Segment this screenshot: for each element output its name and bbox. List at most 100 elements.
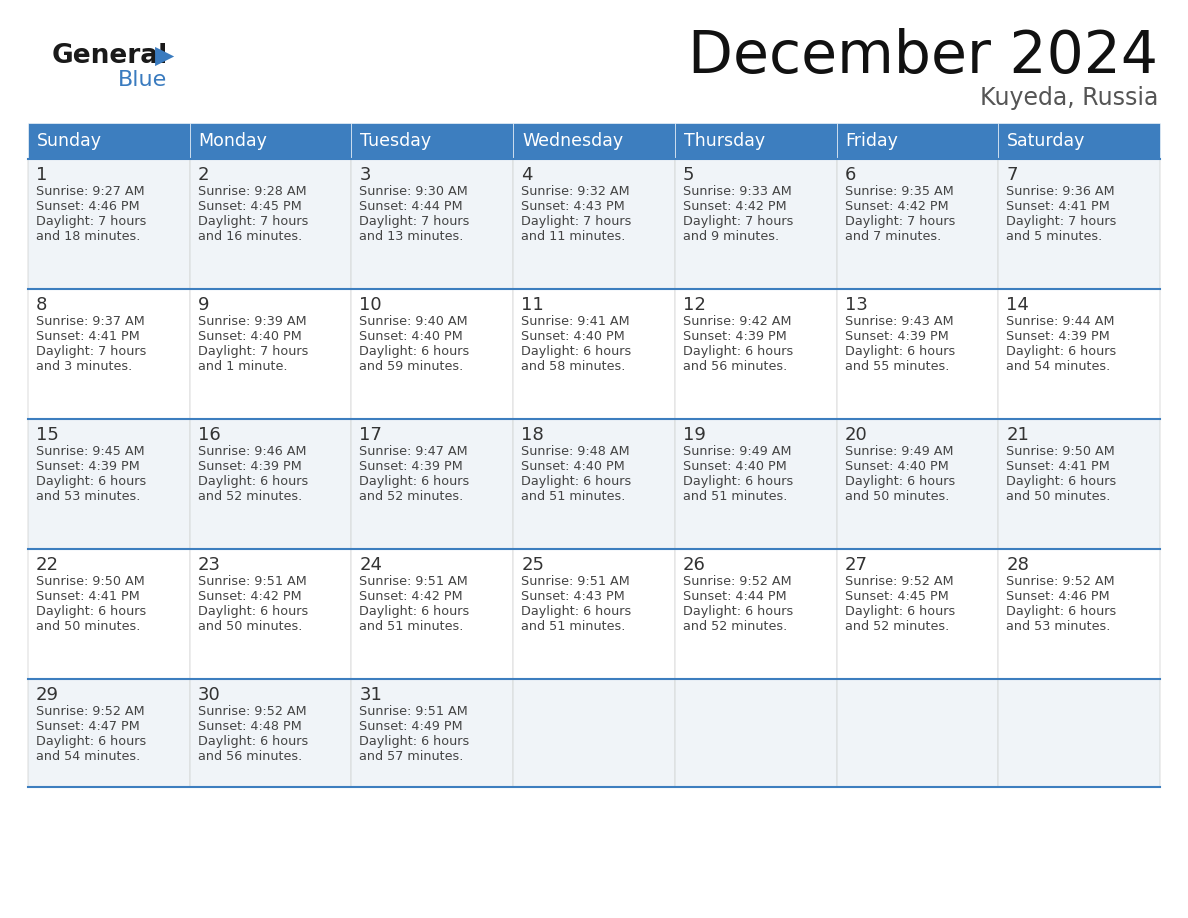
Text: Daylight: 6 hours: Daylight: 6 hours <box>683 475 794 488</box>
Text: 30: 30 <box>197 686 221 704</box>
Text: Sunset: 4:42 PM: Sunset: 4:42 PM <box>683 200 786 213</box>
Text: 20: 20 <box>845 426 867 444</box>
Text: Sunset: 4:41 PM: Sunset: 4:41 PM <box>1006 200 1110 213</box>
Bar <box>513 679 675 787</box>
Bar <box>836 679 998 787</box>
Text: Sunset: 4:46 PM: Sunset: 4:46 PM <box>1006 590 1110 603</box>
Text: Thursday: Thursday <box>684 132 765 150</box>
Text: Sunset: 4:43 PM: Sunset: 4:43 PM <box>522 590 625 603</box>
Text: Sunrise: 9:33 AM: Sunrise: 9:33 AM <box>683 185 791 198</box>
Text: Daylight: 6 hours: Daylight: 6 hours <box>683 345 794 358</box>
Text: Friday: Friday <box>846 132 898 150</box>
Text: 5: 5 <box>683 166 694 184</box>
Text: Sunset: 4:42 PM: Sunset: 4:42 PM <box>360 590 463 603</box>
Text: Sunrise: 9:51 AM: Sunrise: 9:51 AM <box>522 575 630 588</box>
Text: Sunset: 4:39 PM: Sunset: 4:39 PM <box>197 460 302 473</box>
Text: Sunrise: 9:50 AM: Sunrise: 9:50 AM <box>36 575 145 588</box>
Text: Daylight: 7 hours: Daylight: 7 hours <box>197 345 308 358</box>
Text: Daylight: 6 hours: Daylight: 6 hours <box>360 475 469 488</box>
Text: Sunrise: 9:42 AM: Sunrise: 9:42 AM <box>683 315 791 328</box>
Text: Daylight: 6 hours: Daylight: 6 hours <box>360 345 469 358</box>
Text: and 50 minutes.: and 50 minutes. <box>36 620 140 633</box>
Text: Sunset: 4:39 PM: Sunset: 4:39 PM <box>360 460 463 473</box>
Text: Sunset: 4:40 PM: Sunset: 4:40 PM <box>360 330 463 343</box>
Bar <box>29 123 190 159</box>
Text: and 50 minutes.: and 50 minutes. <box>1006 490 1111 503</box>
Bar <box>513 159 675 289</box>
Text: 6: 6 <box>845 166 855 184</box>
Text: 15: 15 <box>36 426 59 444</box>
Text: 1: 1 <box>36 166 48 184</box>
Text: Sunset: 4:43 PM: Sunset: 4:43 PM <box>522 200 625 213</box>
Text: and 1 minute.: and 1 minute. <box>197 360 287 373</box>
Text: Sunrise: 9:47 AM: Sunrise: 9:47 AM <box>360 445 468 458</box>
Text: 13: 13 <box>845 296 867 314</box>
Text: Sunset: 4:40 PM: Sunset: 4:40 PM <box>522 460 625 473</box>
Bar <box>513 549 675 679</box>
Bar <box>836 289 998 419</box>
Text: 8: 8 <box>36 296 48 314</box>
Text: 31: 31 <box>360 686 383 704</box>
Bar <box>836 159 998 289</box>
Text: Daylight: 6 hours: Daylight: 6 hours <box>36 735 146 748</box>
Text: Sunset: 4:39 PM: Sunset: 4:39 PM <box>845 330 948 343</box>
Text: Saturday: Saturday <box>1007 132 1086 150</box>
Text: 27: 27 <box>845 556 867 574</box>
Text: 10: 10 <box>360 296 383 314</box>
Text: Sunset: 4:41 PM: Sunset: 4:41 PM <box>36 590 140 603</box>
Bar <box>352 549 513 679</box>
Bar <box>190 123 352 159</box>
Text: Sunset: 4:42 PM: Sunset: 4:42 PM <box>845 200 948 213</box>
Text: 14: 14 <box>1006 296 1029 314</box>
Text: Sunrise: 9:39 AM: Sunrise: 9:39 AM <box>197 315 307 328</box>
Text: and 52 minutes.: and 52 minutes. <box>845 620 949 633</box>
Text: Sunrise: 9:51 AM: Sunrise: 9:51 AM <box>197 575 307 588</box>
Text: and 11 minutes.: and 11 minutes. <box>522 230 626 243</box>
Bar <box>836 419 998 549</box>
Text: Daylight: 6 hours: Daylight: 6 hours <box>1006 345 1117 358</box>
Text: and 51 minutes.: and 51 minutes. <box>522 620 626 633</box>
Text: 9: 9 <box>197 296 209 314</box>
Text: Tuesday: Tuesday <box>360 132 431 150</box>
Text: Sunset: 4:41 PM: Sunset: 4:41 PM <box>36 330 140 343</box>
Text: Sunrise: 9:28 AM: Sunrise: 9:28 AM <box>197 185 307 198</box>
Text: Sunday: Sunday <box>37 132 102 150</box>
Text: and 51 minutes.: and 51 minutes. <box>522 490 626 503</box>
Bar <box>836 123 998 159</box>
Text: 28: 28 <box>1006 556 1029 574</box>
Text: and 53 minutes.: and 53 minutes. <box>36 490 140 503</box>
Text: Daylight: 6 hours: Daylight: 6 hours <box>197 735 308 748</box>
Text: Sunrise: 9:27 AM: Sunrise: 9:27 AM <box>36 185 145 198</box>
Text: Daylight: 6 hours: Daylight: 6 hours <box>197 475 308 488</box>
Text: Daylight: 6 hours: Daylight: 6 hours <box>683 605 794 618</box>
Text: 18: 18 <box>522 426 544 444</box>
Text: and 18 minutes.: and 18 minutes. <box>36 230 140 243</box>
Text: Daylight: 6 hours: Daylight: 6 hours <box>360 605 469 618</box>
Text: General: General <box>52 43 169 69</box>
Text: Sunrise: 9:46 AM: Sunrise: 9:46 AM <box>197 445 307 458</box>
Text: and 56 minutes.: and 56 minutes. <box>197 750 302 763</box>
Text: Sunrise: 9:52 AM: Sunrise: 9:52 AM <box>845 575 953 588</box>
Text: Sunset: 4:42 PM: Sunset: 4:42 PM <box>197 590 302 603</box>
Text: Daylight: 6 hours: Daylight: 6 hours <box>197 605 308 618</box>
Bar <box>190 679 352 787</box>
Text: Daylight: 6 hours: Daylight: 6 hours <box>522 605 631 618</box>
Text: Daylight: 6 hours: Daylight: 6 hours <box>1006 605 1117 618</box>
Text: Sunrise: 9:35 AM: Sunrise: 9:35 AM <box>845 185 953 198</box>
Bar <box>836 549 998 679</box>
Bar <box>29 289 190 419</box>
Text: and 16 minutes.: and 16 minutes. <box>197 230 302 243</box>
Text: Sunset: 4:45 PM: Sunset: 4:45 PM <box>845 590 948 603</box>
Text: Sunset: 4:40 PM: Sunset: 4:40 PM <box>845 460 948 473</box>
Bar <box>998 549 1159 679</box>
Text: Sunrise: 9:49 AM: Sunrise: 9:49 AM <box>845 445 953 458</box>
Bar <box>675 679 836 787</box>
Bar <box>352 159 513 289</box>
Text: and 5 minutes.: and 5 minutes. <box>1006 230 1102 243</box>
Text: 17: 17 <box>360 426 383 444</box>
Text: Sunrise: 9:51 AM: Sunrise: 9:51 AM <box>360 705 468 718</box>
Text: and 51 minutes.: and 51 minutes. <box>360 620 463 633</box>
Text: Daylight: 6 hours: Daylight: 6 hours <box>36 475 146 488</box>
Text: Sunrise: 9:44 AM: Sunrise: 9:44 AM <box>1006 315 1114 328</box>
Text: and 57 minutes.: and 57 minutes. <box>360 750 463 763</box>
